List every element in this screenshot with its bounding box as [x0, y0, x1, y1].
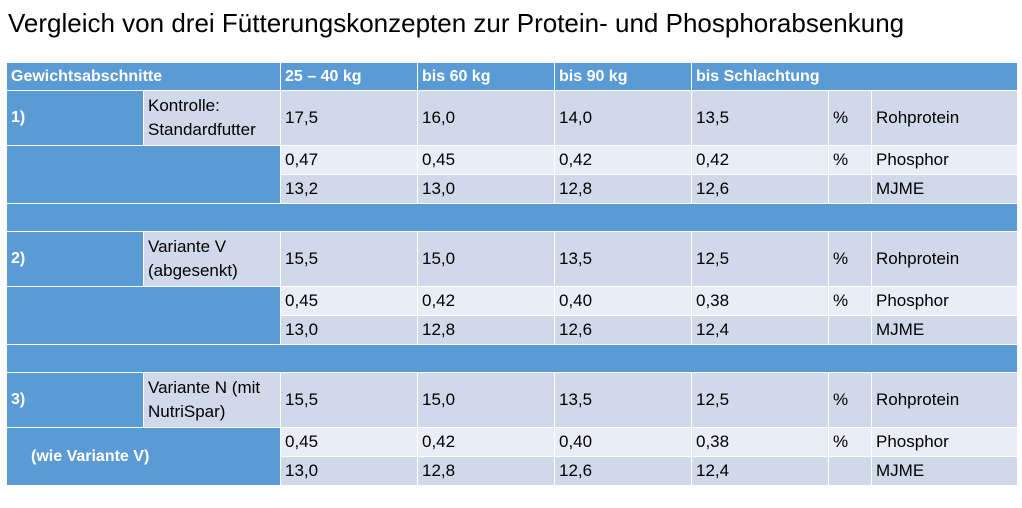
cell: 13,5 [691, 90, 829, 146]
header-weight-sections: Gewichtsabschnitte [6, 62, 281, 91]
param-cell: Phosphor [870, 286, 1019, 316]
unit-cell: % [828, 372, 872, 428]
unit-cell [828, 315, 872, 345]
group-2-label-block [6, 286, 281, 345]
cell: 0,45 [417, 145, 555, 175]
group-2-row-mjme: 13,0 12,8 12,6 12,4 MJME [7, 315, 1019, 345]
cell: 0,47 [280, 145, 418, 175]
separator-row [5, 344, 1019, 373]
cell: 0,42 [691, 145, 829, 175]
group-1-row-mjme: 13,2 13,0 12,8 12,6 MJME [7, 174, 1019, 204]
group-3-label-block: (wie Variante V) [6, 427, 281, 486]
cell: 13,0 [417, 174, 555, 204]
unit-cell [828, 456, 872, 486]
cell: 12,5 [691, 372, 829, 428]
cell: 12,8 [554, 174, 692, 204]
cell: 12,5 [691, 231, 829, 287]
cell: 0,38 [691, 286, 829, 316]
cell: 13,2 [280, 174, 418, 204]
group-1-name: Kontrolle: Standardfutter [143, 90, 281, 146]
unit-cell: % [828, 231, 872, 287]
header-25-40kg: 25 – 40 kg [280, 62, 418, 91]
separator-row [5, 203, 1019, 232]
group-1-label-block [6, 145, 281, 204]
unit-cell: % [828, 145, 872, 175]
cell: 13,0 [280, 315, 418, 345]
group-3-name: Variante N (mit NutriSpar) [143, 372, 281, 428]
header-bis-schlachtung: bis Schlachtung [690, 62, 1019, 91]
param-cell: MJME [870, 456, 1019, 486]
cell: 12,8 [417, 315, 555, 345]
cell: 17,5 [280, 90, 418, 146]
group-1-row-rohprotein: 1) Kontrolle: Standardfutter 17,5 16,0 1… [6, 90, 1019, 146]
cell: 12,6 [691, 174, 829, 204]
cell: 16,0 [417, 90, 555, 146]
cell: 12,8 [417, 456, 555, 486]
header-row: Gewichtsabschnitte 25 – 40 kg bis 60 kg … [6, 62, 1019, 91]
param-cell: MJME [870, 174, 1019, 204]
cell: 0,45 [280, 427, 418, 457]
group-2-name: Variante V (abgesenkt) [143, 231, 281, 287]
feeding-comparison-table: Gewichtsabschnitte 25 – 40 kg bis 60 kg … [5, 62, 1019, 486]
param-cell: Rohprotein [870, 372, 1019, 428]
unit-cell: % [828, 427, 872, 457]
group-3-row-rohprotein: 3) Variante N (mit NutriSpar) 15,5 15,0 … [6, 372, 1019, 428]
cell: 12,4 [691, 456, 829, 486]
cell: 14,0 [554, 90, 692, 146]
cell: 12,4 [691, 315, 829, 345]
cell: 13,5 [554, 372, 692, 428]
slide-title: Vergleich von drei Fütterungskonzepten z… [8, 8, 905, 38]
group-3-row-mjme: 13,0 12,8 12,6 12,4 MJME [7, 456, 1019, 486]
cell: 12,6 [554, 456, 692, 486]
param-cell: Rohprotein [870, 231, 1019, 287]
cell: 0,42 [554, 145, 692, 175]
unit-cell: % [828, 90, 872, 146]
cell: 0,42 [417, 286, 555, 316]
cell: 0,40 [554, 286, 692, 316]
group-1-number: 1) [6, 90, 144, 146]
group-2-number: 2) [6, 231, 144, 287]
cell: 0,45 [280, 286, 418, 316]
cell: 0,40 [554, 427, 692, 457]
cell: 0,42 [417, 427, 555, 457]
cell: 15,5 [280, 231, 418, 287]
cell: 15,0 [417, 231, 555, 287]
cell: 15,5 [280, 372, 418, 428]
cell: 12,6 [554, 315, 692, 345]
header-bis-60kg: bis 60 kg [417, 62, 555, 91]
param-cell: Rohprotein [870, 90, 1019, 146]
cell: 13,5 [554, 231, 692, 287]
group-2-row-phosphor: 0,45 0,42 0,40 0,38 % Phosphor [6, 286, 1019, 345]
group-2-row-rohprotein: 2) Variante V (abgesenkt) 15,5 15,0 13,5… [6, 231, 1019, 287]
header-bis-90kg: bis 90 kg [554, 62, 692, 91]
group-1-row-phosphor: 0,47 0,45 0,42 0,42 % Phosphor [6, 145, 1019, 204]
group-3-number: 3) [6, 372, 144, 428]
cell: 0,38 [691, 427, 829, 457]
unit-cell [828, 174, 872, 204]
group-3-row-phosphor: (wie Variante V) 0,45 0,42 0,40 0,38 % P… [6, 427, 1019, 486]
param-cell: Phosphor [870, 427, 1019, 457]
unit-cell: % [828, 286, 872, 316]
cell: 13,0 [280, 456, 418, 486]
param-cell: Phosphor [870, 145, 1019, 175]
cell: 15,0 [417, 372, 555, 428]
param-cell: MJME [870, 315, 1019, 345]
